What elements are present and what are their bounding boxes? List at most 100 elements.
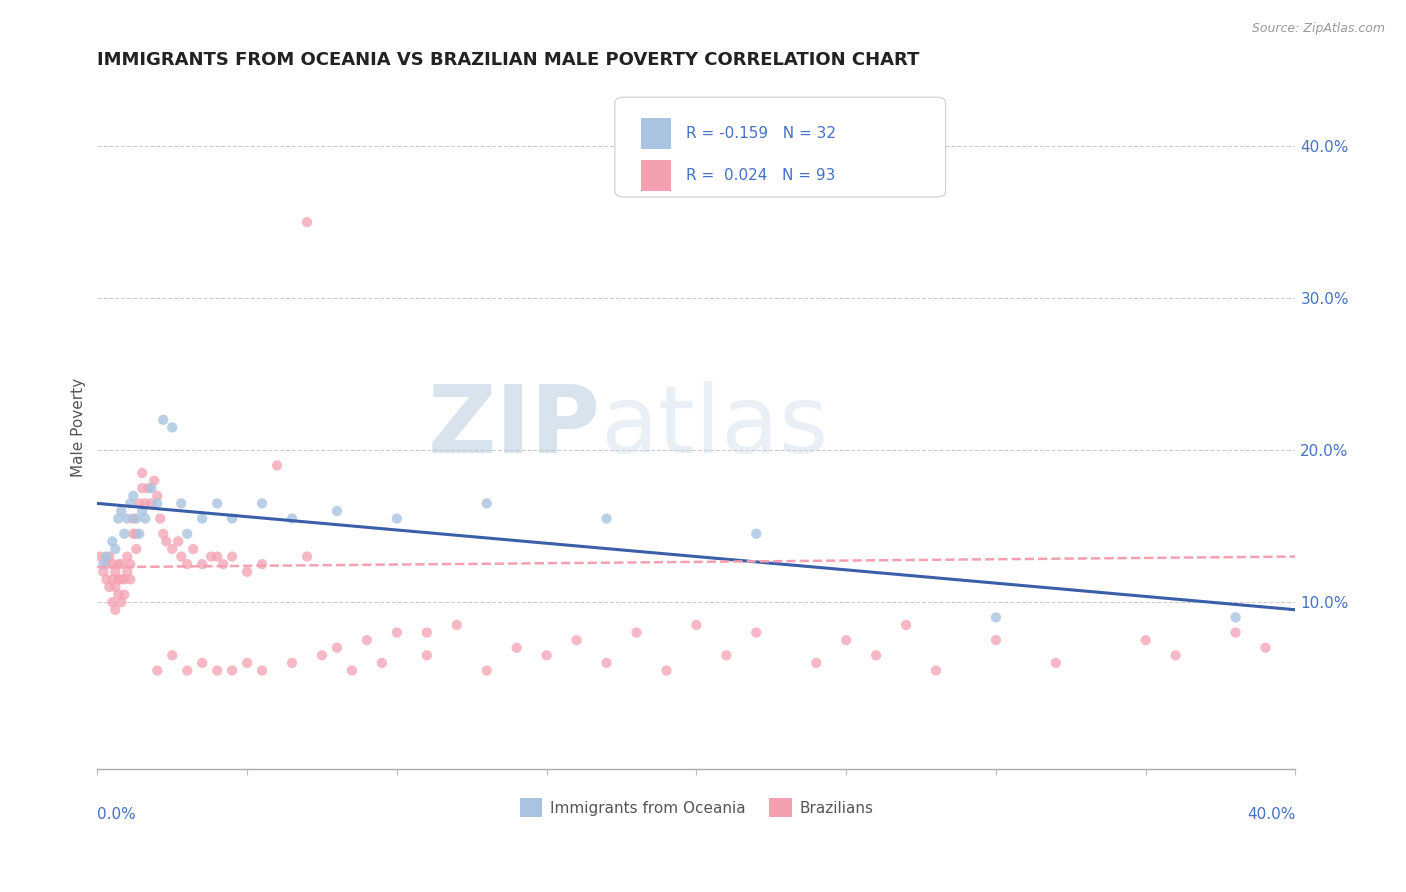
Point bbox=[984, 633, 1007, 648]
Point bbox=[221, 511, 243, 525]
Point bbox=[98, 580, 121, 594]
Point bbox=[93, 565, 115, 579]
Point bbox=[89, 549, 111, 564]
Point bbox=[191, 656, 214, 670]
Point bbox=[120, 496, 142, 510]
Point bbox=[107, 573, 129, 587]
Point bbox=[205, 549, 228, 564]
Point bbox=[125, 511, 148, 525]
Point bbox=[984, 610, 1007, 624]
Point bbox=[146, 664, 169, 678]
Point bbox=[122, 511, 145, 525]
Point bbox=[1045, 656, 1067, 670]
Text: ZIP: ZIP bbox=[427, 382, 600, 474]
Point bbox=[565, 633, 588, 648]
Text: 40.0%: 40.0% bbox=[1247, 807, 1295, 822]
Point bbox=[101, 595, 124, 609]
Point bbox=[205, 496, 228, 510]
Point bbox=[117, 565, 139, 579]
Point bbox=[128, 526, 150, 541]
Point bbox=[416, 625, 439, 640]
Point bbox=[250, 664, 273, 678]
Point bbox=[475, 664, 498, 678]
Point bbox=[146, 496, 169, 510]
Point bbox=[107, 511, 129, 525]
Point bbox=[385, 511, 408, 525]
Point bbox=[96, 549, 118, 564]
Point bbox=[295, 215, 318, 229]
Y-axis label: Male Poverty: Male Poverty bbox=[72, 378, 86, 477]
Point bbox=[1135, 633, 1157, 648]
Point bbox=[112, 588, 135, 602]
Point bbox=[104, 580, 127, 594]
Point bbox=[326, 640, 349, 655]
Point bbox=[191, 557, 214, 571]
Point bbox=[212, 557, 235, 571]
Point bbox=[281, 656, 304, 670]
Point bbox=[134, 496, 156, 510]
Point bbox=[136, 481, 159, 495]
Point bbox=[107, 588, 129, 602]
Point bbox=[104, 541, 127, 556]
Point bbox=[120, 557, 142, 571]
Point bbox=[96, 557, 118, 571]
Point bbox=[205, 664, 228, 678]
Point bbox=[655, 664, 678, 678]
Point bbox=[505, 640, 527, 655]
Point bbox=[101, 557, 124, 571]
Point bbox=[221, 664, 243, 678]
Point bbox=[101, 573, 124, 587]
Point bbox=[167, 534, 190, 549]
Point bbox=[340, 664, 363, 678]
Point bbox=[236, 565, 259, 579]
Point bbox=[110, 557, 132, 571]
Text: R =  0.024   N = 93: R = 0.024 N = 93 bbox=[686, 168, 835, 183]
Point bbox=[894, 618, 917, 632]
Point bbox=[128, 496, 150, 510]
Point bbox=[925, 664, 948, 678]
Point bbox=[149, 511, 172, 525]
Point bbox=[107, 557, 129, 571]
Text: R = -0.159   N = 32: R = -0.159 N = 32 bbox=[686, 127, 835, 141]
Point bbox=[117, 549, 139, 564]
Point bbox=[143, 474, 166, 488]
Point bbox=[295, 549, 318, 564]
Point bbox=[595, 656, 617, 670]
Point bbox=[1225, 610, 1247, 624]
Point bbox=[131, 466, 153, 480]
Point bbox=[536, 648, 558, 663]
Point bbox=[131, 504, 153, 518]
Point bbox=[1164, 648, 1187, 663]
FancyBboxPatch shape bbox=[641, 119, 671, 149]
Point bbox=[170, 549, 193, 564]
Point bbox=[170, 496, 193, 510]
Point bbox=[236, 656, 259, 670]
Point bbox=[122, 489, 145, 503]
Point bbox=[125, 526, 148, 541]
Point bbox=[110, 573, 132, 587]
Point bbox=[865, 648, 887, 663]
Point bbox=[181, 541, 204, 556]
Point bbox=[146, 489, 169, 503]
Text: Source: ZipAtlas.com: Source: ZipAtlas.com bbox=[1251, 22, 1385, 36]
Text: 0.0%: 0.0% bbox=[97, 807, 136, 822]
Text: atlas: atlas bbox=[600, 382, 828, 474]
Point bbox=[176, 557, 198, 571]
Point bbox=[221, 549, 243, 564]
Point bbox=[385, 625, 408, 640]
Point bbox=[104, 565, 127, 579]
Point bbox=[806, 656, 828, 670]
Point bbox=[745, 625, 768, 640]
Point bbox=[371, 656, 394, 670]
Point bbox=[122, 526, 145, 541]
Point bbox=[1225, 625, 1247, 640]
Text: IMMIGRANTS FROM OCEANIA VS BRAZILIAN MALE POVERTY CORRELATION CHART: IMMIGRANTS FROM OCEANIA VS BRAZILIAN MAL… bbox=[97, 51, 920, 69]
Point bbox=[176, 526, 198, 541]
Point bbox=[112, 573, 135, 587]
Point bbox=[120, 573, 142, 587]
Point bbox=[716, 648, 738, 663]
Point bbox=[416, 648, 439, 663]
Point bbox=[745, 526, 768, 541]
Point bbox=[112, 526, 135, 541]
Point bbox=[160, 420, 183, 434]
